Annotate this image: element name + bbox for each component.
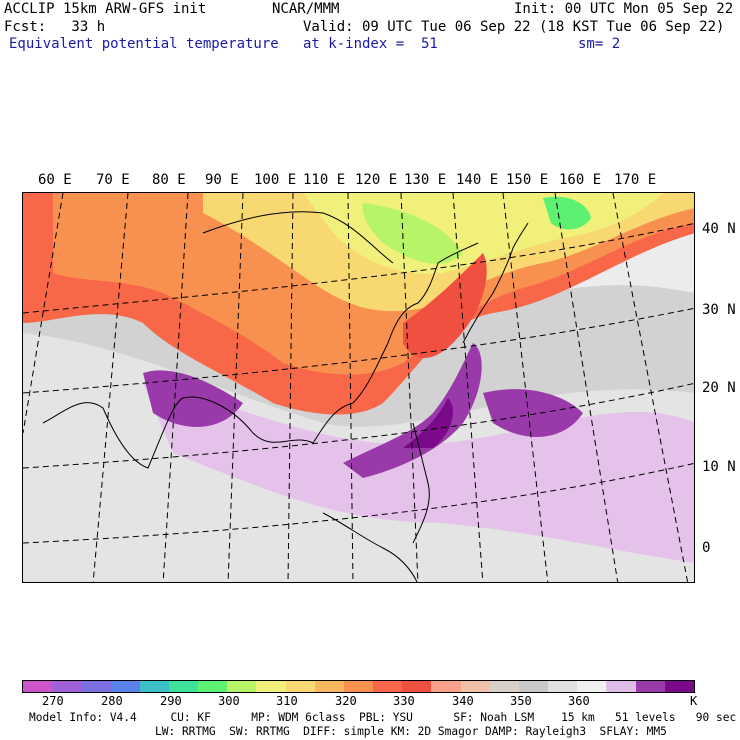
colorbar-swatch	[548, 681, 578, 692]
colorbar-swatch	[139, 681, 169, 692]
colorbar-tick: 340	[452, 694, 474, 708]
lon-label: 160 E	[559, 172, 602, 188]
valid-time: Valid: 09 UTC Tue 06 Sep 22 (18 KST Tue …	[303, 19, 725, 35]
lon-label: 130 E	[404, 172, 447, 188]
lon-label: 60 E	[38, 172, 72, 188]
map-canvas	[23, 193, 694, 582]
colorbar-swatch	[577, 681, 607, 692]
colorbar-swatch	[168, 681, 199, 692]
colorbar-swatch	[373, 681, 403, 692]
lon-label: 170 E	[614, 172, 657, 188]
colorbar-swatch	[314, 681, 344, 692]
colorbar-swatch	[606, 681, 636, 692]
colorbar-swatch	[110, 681, 140, 692]
colorbar-swatch	[285, 681, 315, 692]
colorbar-swatch	[343, 681, 374, 692]
model-info: Model Info: V4.4 CU: KF MP: WDM 6class P…	[29, 711, 737, 724]
lon-label: 90 E	[205, 172, 239, 188]
graticule	[23, 193, 694, 582]
colorbar-swatch	[402, 681, 432, 692]
colorbar-swatch	[256, 681, 286, 692]
typhoon-band	[343, 343, 482, 478]
lon-label: 100 E	[254, 172, 297, 188]
colorbar	[22, 680, 695, 693]
colorbar-swatch	[664, 681, 694, 692]
colorbar-swatch	[81, 681, 111, 692]
colorbar-tick: 290	[160, 694, 182, 708]
lon-label: 70 E	[96, 172, 130, 188]
title-model: ACCLIP 15km ARW-GFS init	[4, 1, 207, 17]
title-source: NCAR/MMM	[272, 1, 340, 17]
lat-label: 40 N	[702, 221, 736, 237]
physics-info: LW: RRTMG SW: RRTMG DIFF: simple KM: 2D …	[155, 725, 667, 738]
colorbar-tick: 360	[568, 694, 590, 708]
colorbar-tick: 280	[101, 694, 123, 708]
colorbar-tick: 330	[393, 694, 415, 708]
lat-label: 20 N	[702, 380, 736, 396]
colorbar-swatch	[635, 681, 665, 692]
colorbar-tick: 270	[42, 694, 64, 708]
lon-label: 110 E	[303, 172, 346, 188]
lat-label: 30 N	[702, 302, 736, 318]
lon-label: 80 E	[152, 172, 186, 188]
purple-cluster-east	[483, 389, 583, 437]
colorbar-swatch	[460, 681, 490, 692]
field-patch-red	[403, 253, 487, 358]
colorbar-swatch	[518, 681, 549, 692]
colorbar-swatch	[52, 681, 82, 692]
colorbar-swatch	[198, 681, 228, 692]
lon-label: 120 E	[355, 172, 398, 188]
coastlines	[42, 211, 529, 582]
level-index: at k-index = 51	[303, 36, 438, 52]
forecast-hour: Fcst: 33 h	[4, 19, 106, 35]
lon-label: 140 E	[456, 172, 499, 188]
theta-e-map	[22, 192, 695, 583]
colorbar-swatch	[23, 681, 53, 692]
colorbar-swatch	[431, 681, 461, 692]
colorbar-tick: 350	[510, 694, 532, 708]
colorbar-swatch	[227, 681, 257, 692]
lon-label: 150 E	[506, 172, 549, 188]
colorbar-unit: K	[690, 694, 698, 708]
colorbar-tick: 320	[335, 694, 357, 708]
init-time: Init: 00 UTC Mon 05 Sep 22	[514, 1, 734, 17]
purple-cluster-india	[143, 370, 243, 427]
colorbar-swatch	[489, 681, 519, 692]
colorbar-tick: 300	[218, 694, 240, 708]
colorbar-tick: 310	[276, 694, 298, 708]
lat-label: 0	[702, 540, 711, 556]
smoothing: sm= 2	[578, 36, 621, 52]
field-patch-bright-green	[543, 196, 591, 230]
typhoon-core	[403, 398, 453, 448]
field-name: Equivalent potential temperature	[9, 36, 279, 52]
lat-label: 10 N	[702, 459, 736, 475]
field-patch-green	[362, 203, 463, 264]
